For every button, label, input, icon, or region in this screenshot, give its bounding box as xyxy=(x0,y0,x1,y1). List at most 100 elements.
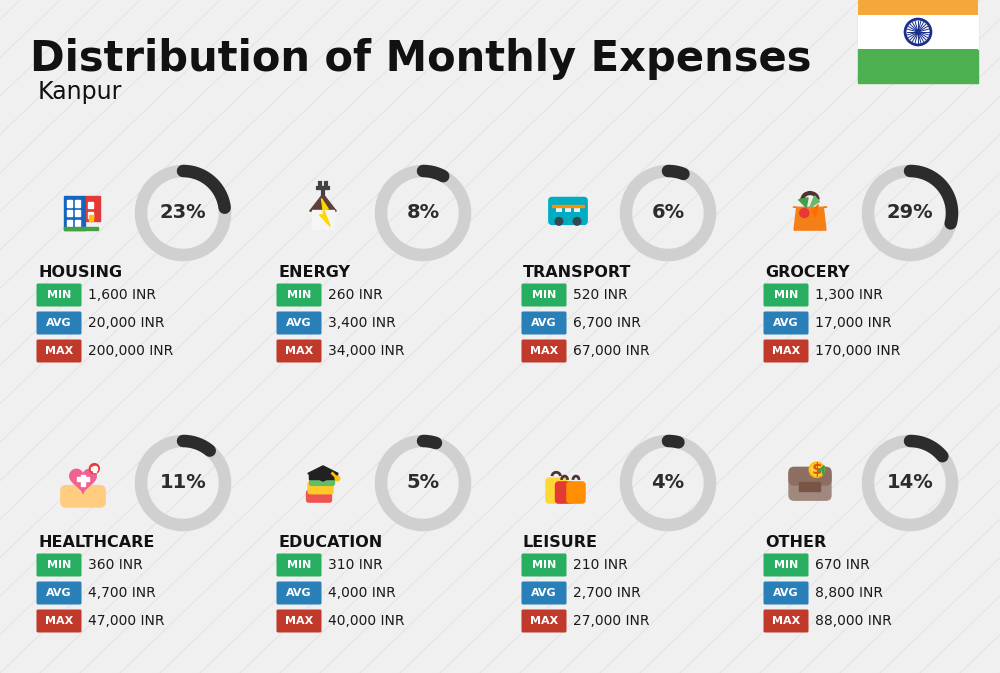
FancyBboxPatch shape xyxy=(764,581,808,604)
Text: MIN: MIN xyxy=(532,290,556,300)
Circle shape xyxy=(573,217,581,225)
Bar xyxy=(86,196,100,221)
Text: MIN: MIN xyxy=(47,290,71,300)
FancyBboxPatch shape xyxy=(307,491,331,502)
Text: 4,700 INR: 4,700 INR xyxy=(88,586,156,600)
Bar xyxy=(89,215,93,221)
Bar xyxy=(75,210,80,217)
Bar xyxy=(552,205,584,207)
Text: MIN: MIN xyxy=(532,560,556,570)
Text: AVG: AVG xyxy=(531,318,557,328)
Text: 40,000 INR: 40,000 INR xyxy=(328,614,404,628)
FancyBboxPatch shape xyxy=(764,312,808,334)
Text: Distribution of Monthly Expenses: Distribution of Monthly Expenses xyxy=(30,38,812,80)
FancyBboxPatch shape xyxy=(789,469,831,500)
Text: MAX: MAX xyxy=(530,616,558,626)
Text: 310 INR: 310 INR xyxy=(328,558,383,572)
Text: ENERGY: ENERGY xyxy=(278,265,350,280)
FancyBboxPatch shape xyxy=(36,581,82,604)
Text: MAX: MAX xyxy=(530,346,558,356)
FancyBboxPatch shape xyxy=(276,581,322,604)
Polygon shape xyxy=(793,207,827,230)
Text: 27,000 INR: 27,000 INR xyxy=(573,614,650,628)
Text: 20,000 INR: 20,000 INR xyxy=(88,316,164,330)
Circle shape xyxy=(800,209,809,217)
Text: 6,700 INR: 6,700 INR xyxy=(573,316,641,330)
Text: AVG: AVG xyxy=(531,588,557,598)
Bar xyxy=(858,15,978,49)
Text: LEISURE: LEISURE xyxy=(523,535,598,550)
FancyBboxPatch shape xyxy=(36,283,82,306)
Text: Kanpur: Kanpur xyxy=(38,80,122,104)
Bar xyxy=(93,466,96,472)
Text: HOUSING: HOUSING xyxy=(38,265,122,280)
FancyBboxPatch shape xyxy=(61,486,105,507)
Text: HEALTHCARE: HEALTHCARE xyxy=(38,535,154,550)
Text: AVG: AVG xyxy=(46,588,72,598)
Text: EDUCATION: EDUCATION xyxy=(278,535,382,550)
Bar xyxy=(88,202,93,208)
Text: AVG: AVG xyxy=(286,318,312,328)
Circle shape xyxy=(555,217,563,225)
FancyBboxPatch shape xyxy=(36,553,82,577)
Text: 3,400 INR: 3,400 INR xyxy=(328,316,396,330)
Bar xyxy=(75,220,80,226)
Polygon shape xyxy=(320,199,330,226)
FancyBboxPatch shape xyxy=(522,581,566,604)
Text: 210 INR: 210 INR xyxy=(573,558,628,572)
Text: 1,300 INR: 1,300 INR xyxy=(815,288,883,302)
Text: 29%: 29% xyxy=(887,203,933,223)
Text: $: $ xyxy=(812,462,822,477)
Text: 200,000 INR: 200,000 INR xyxy=(88,344,173,358)
Text: 67,000 INR: 67,000 INR xyxy=(573,344,650,358)
FancyBboxPatch shape xyxy=(276,339,322,363)
Bar xyxy=(64,227,98,230)
Polygon shape xyxy=(308,466,338,481)
FancyBboxPatch shape xyxy=(764,283,808,306)
Text: GROCERY: GROCERY xyxy=(765,265,850,280)
FancyBboxPatch shape xyxy=(522,312,566,334)
Polygon shape xyxy=(70,469,96,493)
Text: 5%: 5% xyxy=(406,474,440,493)
Text: MAX: MAX xyxy=(772,346,800,356)
Text: MIN: MIN xyxy=(47,560,71,570)
Text: MIN: MIN xyxy=(774,290,798,300)
FancyBboxPatch shape xyxy=(276,553,322,577)
Text: 8%: 8% xyxy=(406,203,440,223)
FancyBboxPatch shape xyxy=(522,339,566,363)
FancyBboxPatch shape xyxy=(546,478,566,503)
Text: 520 INR: 520 INR xyxy=(573,288,628,302)
Bar xyxy=(799,483,820,491)
Bar xyxy=(64,196,85,230)
Text: 11%: 11% xyxy=(160,474,206,493)
FancyBboxPatch shape xyxy=(567,482,585,503)
FancyBboxPatch shape xyxy=(36,339,82,363)
Text: TRANSPORT: TRANSPORT xyxy=(523,265,631,280)
FancyBboxPatch shape xyxy=(764,553,808,577)
Bar xyxy=(81,474,85,486)
Bar xyxy=(574,207,580,212)
Bar xyxy=(67,210,72,217)
Circle shape xyxy=(89,464,99,474)
Bar xyxy=(858,0,978,15)
FancyBboxPatch shape xyxy=(308,482,333,494)
Text: 670 INR: 670 INR xyxy=(815,558,870,572)
Text: MAX: MAX xyxy=(45,346,73,356)
Text: 6%: 6% xyxy=(651,203,685,223)
Bar xyxy=(565,207,571,212)
Text: 1,600 INR: 1,600 INR xyxy=(88,288,156,302)
Text: MAX: MAX xyxy=(45,616,73,626)
Text: AVG: AVG xyxy=(773,588,799,598)
Text: AVG: AVG xyxy=(46,318,72,328)
Bar xyxy=(556,207,562,212)
FancyBboxPatch shape xyxy=(549,197,587,224)
Text: 260 INR: 260 INR xyxy=(328,288,383,302)
Bar xyxy=(858,15,978,49)
Circle shape xyxy=(335,476,340,481)
Text: 170,000 INR: 170,000 INR xyxy=(815,344,900,358)
Text: AVG: AVG xyxy=(773,318,799,328)
Text: MIN: MIN xyxy=(774,560,798,570)
FancyBboxPatch shape xyxy=(522,553,566,577)
Bar xyxy=(858,15,978,66)
Text: AVG: AVG xyxy=(286,588,312,598)
